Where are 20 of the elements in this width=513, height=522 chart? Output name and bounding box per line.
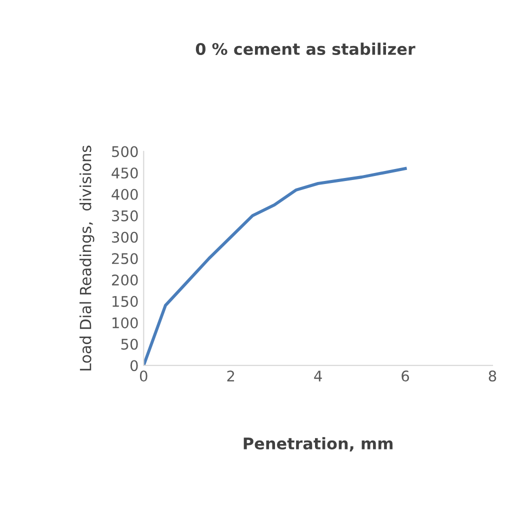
chart-title: 0 % cement as stabilizer [196, 42, 416, 56]
y-axis-title: Load Dial Readings, divisions [79, 146, 94, 370]
y-tick-label: 50 [121, 338, 138, 350]
y-tick-label: 200 [112, 274, 138, 286]
y-tick-label: 300 [112, 232, 138, 243]
y-tick-label: 100 [112, 317, 138, 328]
y-tick-label: 400 [112, 188, 138, 200]
y-tick-label: 450 [112, 168, 138, 179]
y-tick-label: 150 [112, 296, 138, 307]
x-tick-label: 4 [314, 370, 322, 382]
x-tick-label: 6 [402, 370, 409, 382]
x-tick-label: 8 [488, 370, 496, 382]
y-tick-label: 250 [112, 253, 138, 264]
x-tick-label: 0 [140, 370, 148, 382]
y-tick-label: 350 [112, 210, 138, 222]
y-tick-label: 0 [130, 360, 138, 372]
y-tick-label: 500 [112, 146, 138, 158]
x-tick-label: 2 [227, 370, 234, 382]
line-series [144, 166, 407, 366]
x-axis-title: Penetration, mm [244, 437, 392, 452]
